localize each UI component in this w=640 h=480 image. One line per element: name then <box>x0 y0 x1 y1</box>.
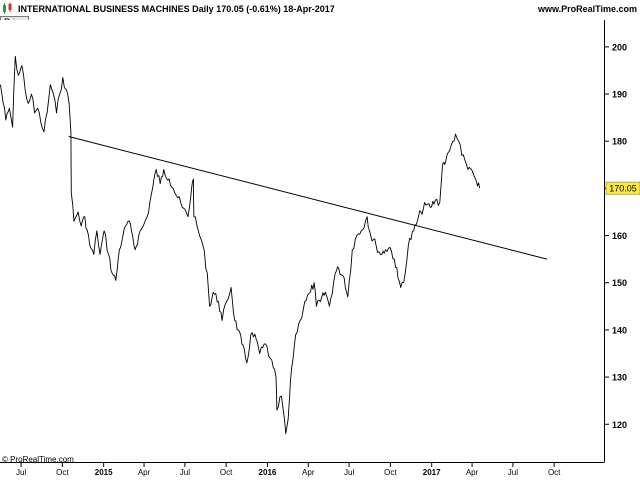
x-tick-label: Oct <box>384 468 397 477</box>
footer-credit: © ProRealTime.com <box>2 455 74 464</box>
x-tick-label: Oct <box>220 468 233 477</box>
x-tick-label: Oct <box>56 468 69 477</box>
candlestick-logo-icon <box>3 2 12 14</box>
x-tick-label: Apr <box>466 468 479 477</box>
price-series-line <box>0 55 481 435</box>
plot-area <box>0 20 604 462</box>
last-price-tag <box>605 181 640 195</box>
x-tick-label: Jul <box>508 468 518 477</box>
axes: 120130140150160170180190200JulOct2015Apr… <box>0 20 640 477</box>
y-tick-label: 160 <box>612 231 627 241</box>
x-tick-label: Jul <box>344 468 354 477</box>
y-tick-label: 140 <box>612 325 627 335</box>
x-tick-label: Oct <box>548 468 561 477</box>
x-tick-label: 2016 <box>259 468 277 477</box>
y-tick-label: 180 <box>612 137 627 147</box>
x-tick-label: 2015 <box>95 468 113 477</box>
last-price-label: 170.05 <box>609 184 637 194</box>
x-tick-label: Jul <box>180 468 190 477</box>
y-tick-label: 200 <box>612 42 627 52</box>
trendline[interactable] <box>68 136 548 260</box>
x-tick-label: Apr <box>302 468 315 477</box>
y-tick-label: 190 <box>612 90 627 100</box>
y-tick-label: 130 <box>612 373 627 383</box>
x-tick-label: 2017 <box>423 468 441 477</box>
y-tick-label: 120 <box>612 420 627 430</box>
website-link[interactable]: www.ProRealTime.com <box>537 4 637 14</box>
y-tick-label: 150 <box>612 278 627 288</box>
x-tick-label: Apr <box>138 468 151 477</box>
x-tick-label: Jul <box>16 468 26 477</box>
plot-background <box>0 20 604 462</box>
chart-header: INTERNATIONAL BUSINESS MACHINES Daily 17… <box>0 0 640 18</box>
instrument-title: INTERNATIONAL BUSINESS MACHINES Daily 17… <box>18 4 335 14</box>
